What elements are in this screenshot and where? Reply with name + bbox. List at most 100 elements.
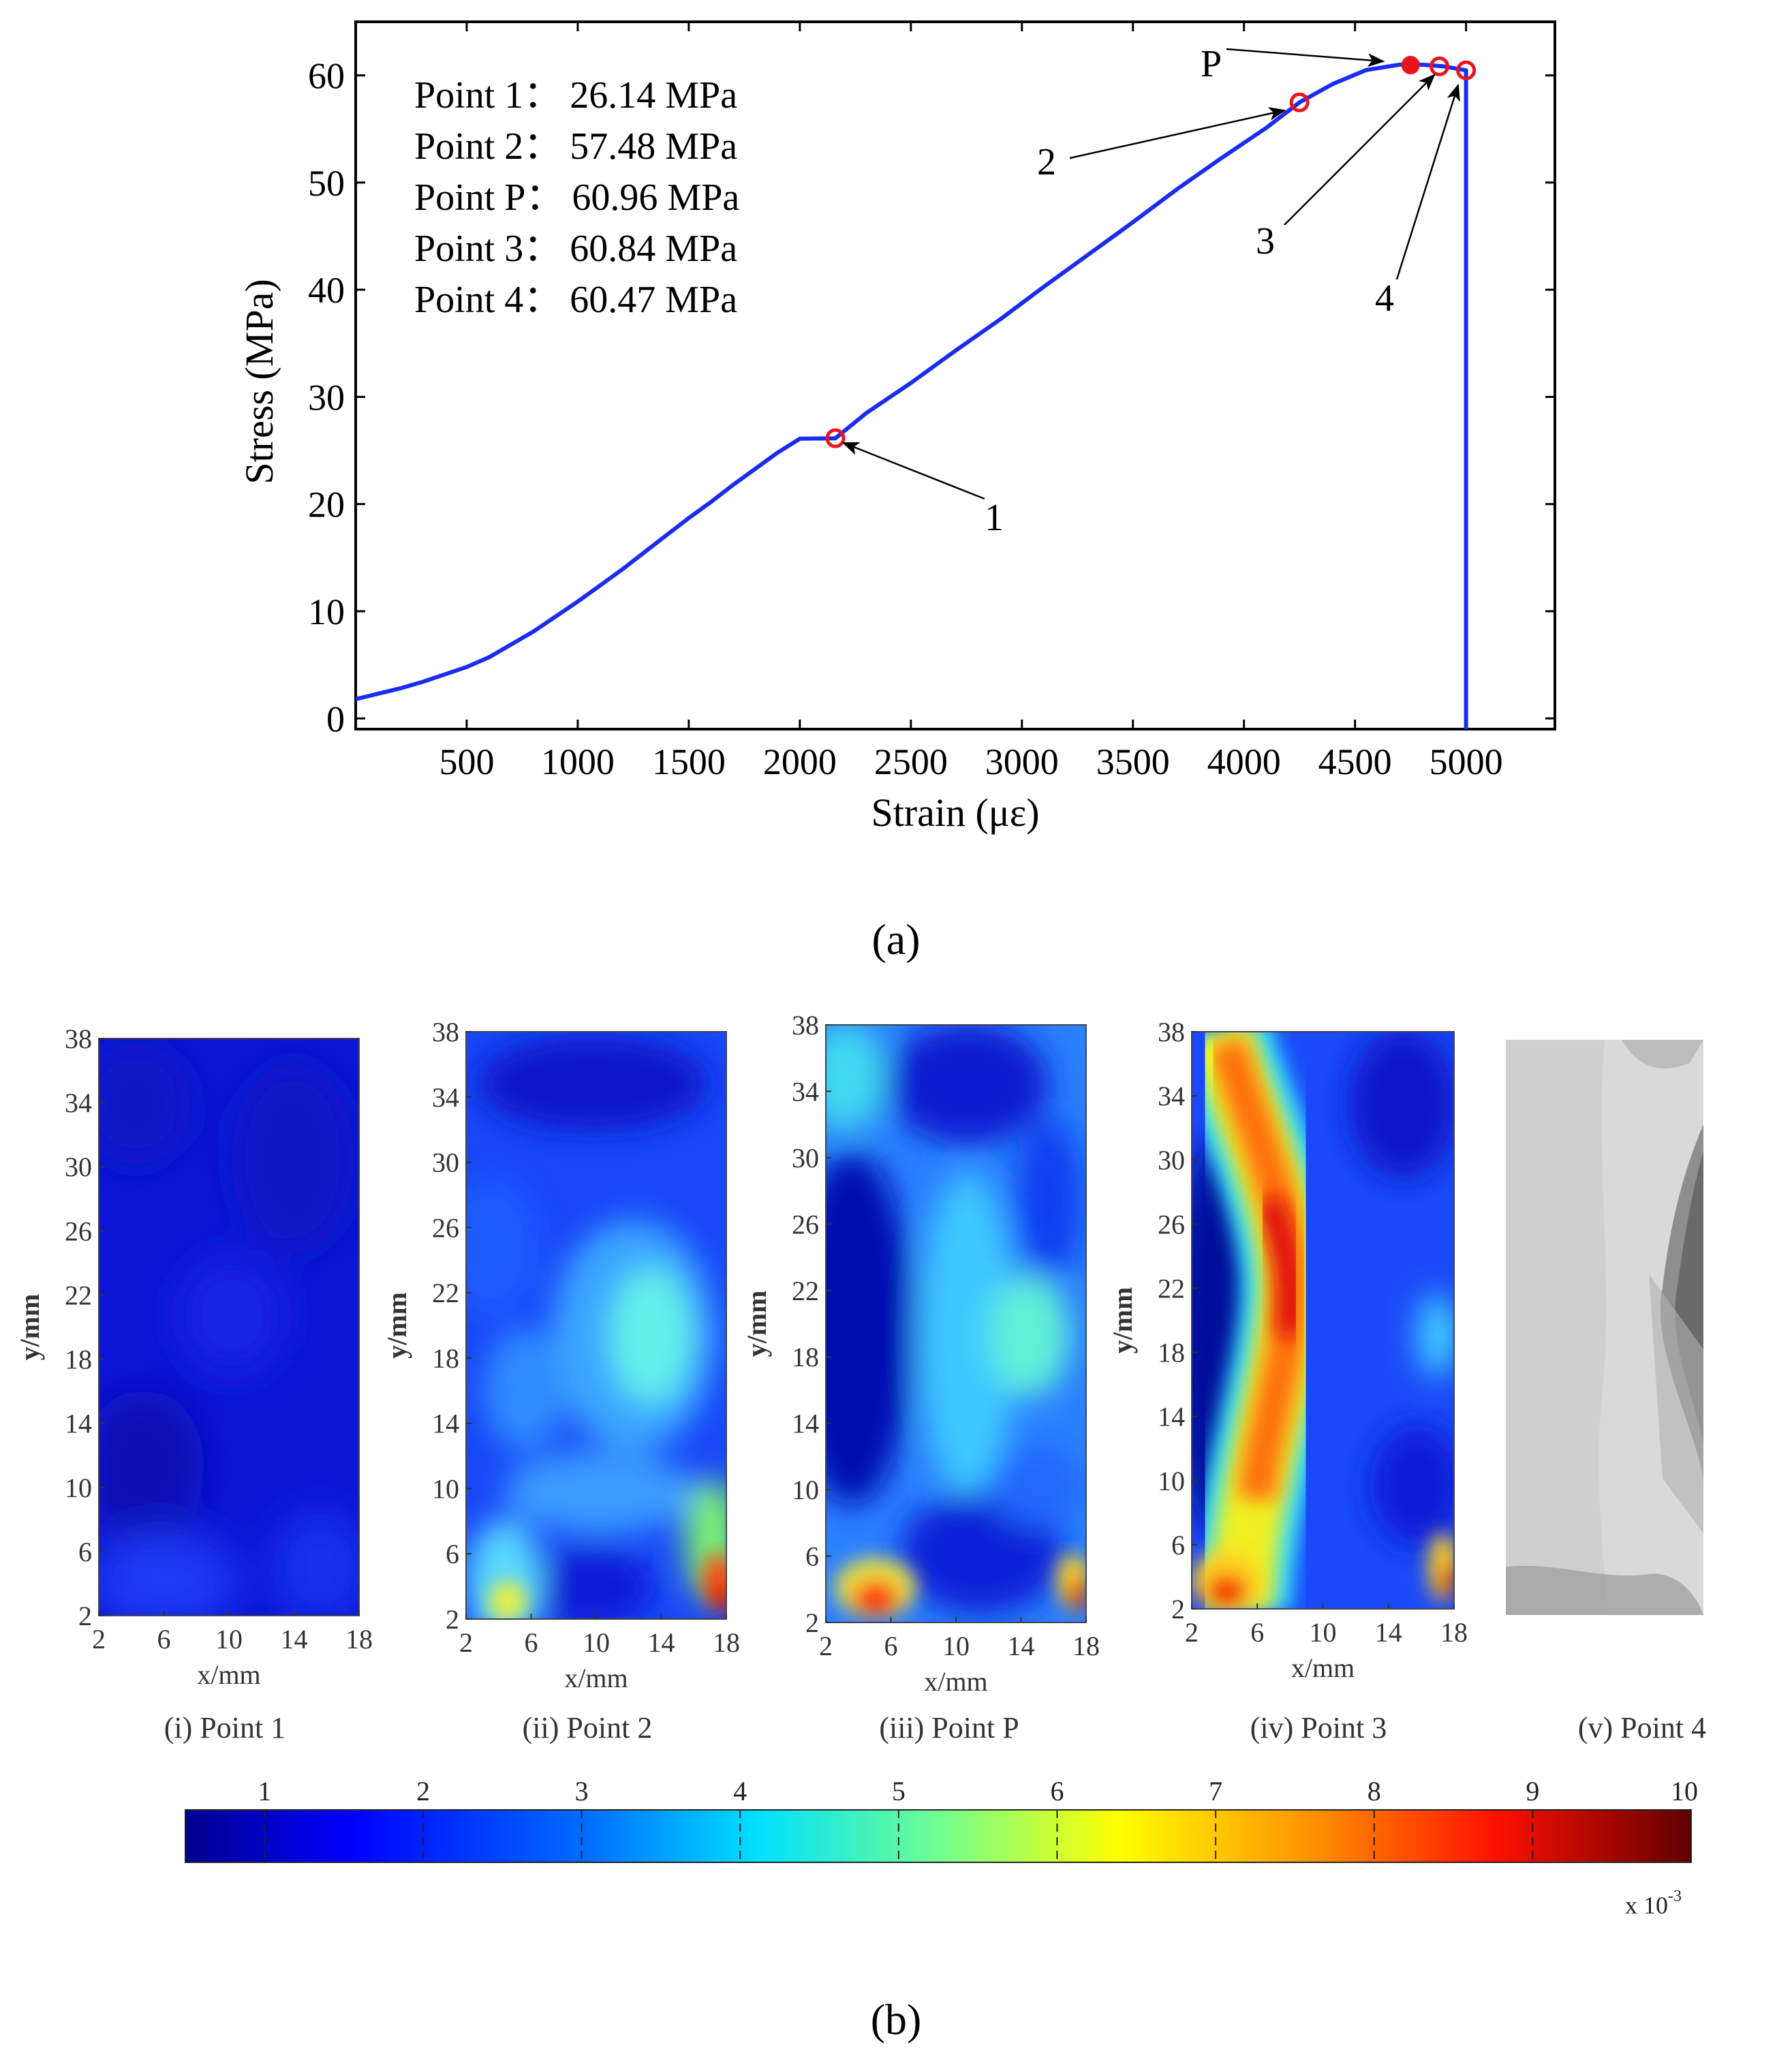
map-x-axis-label: x/mm xyxy=(1291,1652,1355,1683)
y-axis-ticks: 0 10 20 30 40 50 60 xyxy=(308,56,1555,739)
specimen-photo xyxy=(1506,1040,1703,1615)
pointer-labels: 1 2 P 3 4 xyxy=(985,43,1394,539)
caption-b: (b) xyxy=(871,1995,922,2044)
colorbar-gradient xyxy=(185,1809,1692,1863)
map-x-tick-label: 14 xyxy=(1008,1631,1035,1661)
label-point-3: 3 xyxy=(1256,220,1275,262)
label-point-P: P xyxy=(1201,43,1222,85)
map-y-tick-label: 2 xyxy=(446,1604,459,1635)
map-y-tick-label: 2 xyxy=(78,1601,92,1631)
map-y-tick-label: 10 xyxy=(65,1473,92,1503)
x-axis-ticks: 500 1000 1500 2000 2500 3000 3500 4000 4500 5000 xyxy=(439,22,1503,782)
map-x-tick-label: 18 xyxy=(345,1624,373,1655)
x-tick-label: 2500 xyxy=(874,741,948,782)
label-point-2: 2 xyxy=(1037,141,1056,183)
y-tick-label: 20 xyxy=(308,484,345,525)
map-x-tick-label: 14 xyxy=(281,1624,308,1655)
map-x-axis-label: x/mm xyxy=(564,1663,628,1693)
map-caption-iv: (iv) Point 3 xyxy=(1250,1711,1387,1744)
map-x-tick-label: 18 xyxy=(1072,1631,1100,1661)
map-y-tick-label: 6 xyxy=(1171,1530,1185,1560)
strain-map-iv xyxy=(1191,1031,1455,1610)
point-value-row: Point 4： 60.47 MPa xyxy=(414,279,737,321)
colorbar-ticks: 1 2 3 4 5 6 7 8 9 10 xyxy=(258,1776,1698,1862)
map-x-tick-label: 14 xyxy=(1375,1617,1402,1648)
map-y-tick-label: 34 xyxy=(65,1088,92,1118)
map-x-tick-label: 18 xyxy=(713,1627,740,1658)
map-y-tick-label: 18 xyxy=(1158,1338,1185,1368)
map-y-tick-label: 6 xyxy=(805,1541,819,1572)
map-y-tick-label: 30 xyxy=(65,1152,92,1182)
y-axis-label: Stress (MPa) xyxy=(237,279,281,484)
map-x-tick-label: 6 xyxy=(1250,1617,1264,1648)
map-caption-iii: (iii) Point P xyxy=(879,1711,1019,1744)
map-y-tick-label: 30 xyxy=(792,1143,819,1173)
point-markers xyxy=(825,56,1477,448)
point-value-row: Point 3： 60.84 MPa xyxy=(414,228,737,270)
map-x-tick-label: 18 xyxy=(1440,1617,1468,1648)
y-tick-label: 30 xyxy=(308,377,345,418)
arrow-2 xyxy=(1069,107,1286,159)
map-y-tick-label: 2 xyxy=(1171,1594,1185,1625)
map-y-tick-label: 14 xyxy=(792,1409,819,1439)
map-y-tick-label: 26 xyxy=(1158,1209,1185,1240)
point-values-list: Point 1： 26.14 MPa Point 2： 57.48 MPa Poin… xyxy=(414,74,739,321)
map-x-tick-label: 2 xyxy=(1185,1617,1199,1648)
map-y-tick-label: 38 xyxy=(1158,1017,1185,1047)
colorbar-tick-label: 9 xyxy=(1526,1776,1539,1806)
x-tick-label: 4000 xyxy=(1207,741,1281,782)
map-y-tick-label: 14 xyxy=(1158,1402,1185,1432)
map-y-tick-label: 38 xyxy=(432,1017,459,1047)
colorbar: 1 2 3 4 5 6 7 8 9 10 x 10-3 xyxy=(185,1776,1698,1919)
map-y-axis-label: y/mm xyxy=(1107,1287,1138,1354)
x-tick-label: 2000 xyxy=(763,741,837,782)
map-x-tick-label: 2 xyxy=(459,1627,473,1658)
map-y-tick-label: 34 xyxy=(1158,1081,1185,1111)
colorbar-tick-label: 6 xyxy=(1050,1776,1064,1806)
map-x-tick-label: 6 xyxy=(525,1627,538,1658)
map-y-axis-label: y/mm xyxy=(14,1294,45,1361)
map-y-tick-label: 2 xyxy=(805,1607,819,1638)
y-tick-label: 10 xyxy=(308,591,345,632)
x-tick-label: 1500 xyxy=(652,741,726,782)
x-tick-label: 5000 xyxy=(1430,741,1503,782)
map-y-tick-label: 6 xyxy=(78,1537,92,1567)
map-captions: (i) Point 1 (ii) Point 2 (iii) Point P (… xyxy=(164,1711,1706,1744)
pointer-arrows xyxy=(841,48,1460,500)
y-tick-label: 0 xyxy=(326,698,345,739)
map-y-tick-label: 6 xyxy=(446,1539,459,1569)
map-y-tick-label: 14 xyxy=(432,1409,459,1439)
y-tick-label: 60 xyxy=(308,56,345,97)
map-x-tick-label: 6 xyxy=(884,1631,898,1661)
map-x-tick-label: 6 xyxy=(157,1624,171,1655)
map-y-tick-label: 26 xyxy=(65,1216,92,1246)
map-y-tick-label: 26 xyxy=(432,1212,459,1243)
map-x-tick-label: 2 xyxy=(92,1624,106,1655)
marker-point-3 xyxy=(1430,56,1450,76)
map-x-axis-label: x/mm xyxy=(924,1666,987,1697)
map-y-tick-label: 30 xyxy=(432,1148,459,1178)
marker-point-4 xyxy=(1456,60,1477,80)
arrow-1 xyxy=(841,442,985,500)
strain-map-i xyxy=(98,1038,360,1616)
colorbar-tick-label: 4 xyxy=(733,1776,747,1806)
map-caption-ii: (ii) Point 2 xyxy=(523,1711,653,1744)
map-x-tick-label: 14 xyxy=(648,1627,675,1658)
label-point-1: 1 xyxy=(985,497,1004,539)
map-y-tick-label: 38 xyxy=(792,1010,819,1041)
colorbar-tick-label: 7 xyxy=(1209,1776,1222,1806)
point-value-row: Point 1： 26.14 MPa xyxy=(414,74,737,117)
map-y-tick-label: 18 xyxy=(792,1342,819,1372)
map-y-tick-label: 18 xyxy=(432,1343,459,1374)
arrow-3 xyxy=(1284,74,1436,226)
map-y-tick-label: 30 xyxy=(1158,1145,1185,1175)
x-tick-label: 3500 xyxy=(1096,741,1170,782)
label-point-4: 4 xyxy=(1375,277,1394,320)
map-y-tick-label: 22 xyxy=(65,1280,92,1310)
caption-a: (a) xyxy=(871,915,920,964)
map-y-axis-label: y/mm xyxy=(741,1291,772,1357)
marker-point-P xyxy=(1401,56,1420,75)
